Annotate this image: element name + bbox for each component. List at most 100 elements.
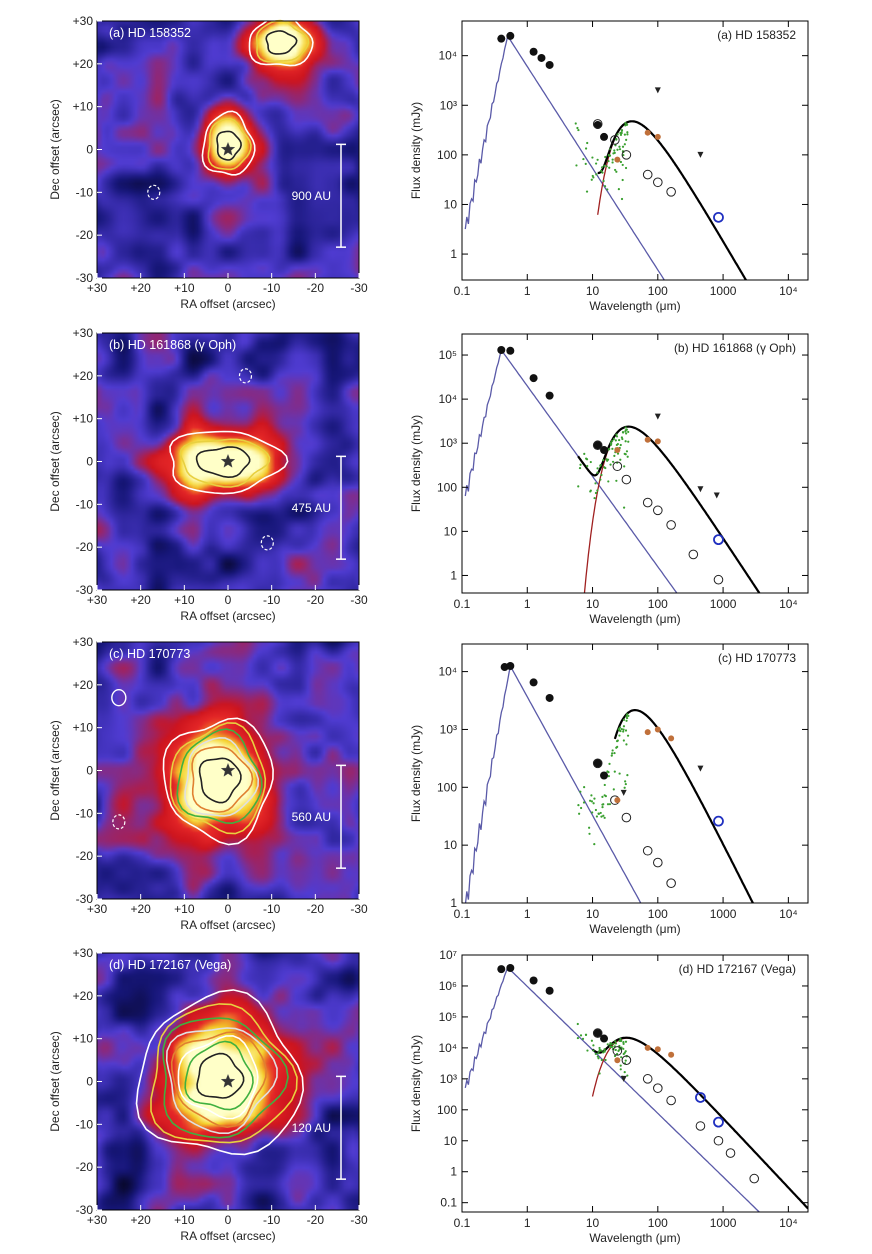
y-axis-title: Dec offset (arcsec) (48, 720, 62, 820)
contour-line (255, 19, 310, 63)
x-tick-label: +30 (87, 902, 108, 916)
spectrum-point (612, 1042, 615, 1046)
negative-contour (260, 535, 274, 551)
spectrum-point (585, 458, 589, 461)
spectrum-point (626, 131, 629, 134)
panel-label: (d) HD 172167 (Vega) (109, 958, 231, 972)
contour-line (195, 446, 251, 479)
contour-line (265, 30, 298, 55)
x-tick-label: +10 (174, 281, 195, 295)
y-tick-label: -30 (76, 1203, 94, 1217)
spectrum-point (626, 734, 630, 737)
spectrum-point (602, 814, 605, 817)
spectrum-point (579, 1034, 583, 1037)
spectrum-point (625, 719, 628, 722)
y-tick-label: -10 (76, 497, 94, 511)
spectrum-point (600, 815, 603, 818)
y-axis-title: Dec offset (arcsec) (48, 99, 62, 199)
photosphere-point (749, 1173, 760, 1184)
spectrum-point (618, 734, 621, 737)
spectrum-point (608, 166, 611, 169)
contour-line (207, 118, 252, 171)
spectrum-point (610, 754, 613, 757)
spectrum-point (616, 745, 619, 748)
spectrum-point (596, 158, 599, 161)
x-tick-label: 0.1 (454, 597, 471, 611)
x-tick-label: -10 (263, 281, 281, 295)
x-tick-label: -30 (350, 1213, 368, 1227)
spectrum-point (606, 1043, 609, 1046)
photometry-point (600, 1034, 609, 1043)
star-position-marker (220, 453, 236, 468)
spectrum-point (609, 148, 612, 151)
star-position-marker (220, 1073, 236, 1088)
spectrum-point (574, 122, 577, 125)
spectrum-point (615, 138, 618, 141)
spectrum-point (589, 490, 592, 493)
spectrum-point (625, 123, 628, 126)
photometry-point (506, 31, 515, 40)
far-ir-point (614, 797, 621, 804)
x-tick-label: 10⁴ (779, 907, 798, 921)
x-tick-label: +30 (87, 1213, 108, 1227)
y-tick-label: -10 (76, 806, 94, 820)
total-model-line (613, 709, 755, 903)
contour-line (150, 1003, 298, 1144)
spectrum-point (615, 435, 619, 438)
spectrum-point (599, 169, 603, 172)
y-tick-label: 10⁷ (439, 948, 457, 962)
y-tick-label: +20 (73, 989, 94, 1003)
x-tick-label: +20 (130, 1213, 151, 1227)
sed-plot-area (464, 661, 755, 903)
spectrum-point (611, 752, 614, 755)
spectrum-point (613, 770, 616, 773)
spectrum-point (592, 802, 595, 805)
photosphere-point (666, 520, 676, 530)
spectrum-point (604, 795, 607, 798)
x-tick-label: -20 (307, 281, 325, 295)
upper-limit-marker (620, 1075, 627, 1082)
spectrum-point (623, 143, 626, 146)
spectrum-point (582, 157, 585, 161)
spectrum-point (621, 430, 625, 434)
spectrum-point (613, 454, 616, 457)
spectrum-point (624, 1050, 627, 1053)
spectrum-point (613, 149, 616, 152)
negative-contour (147, 184, 161, 200)
spectrum-point (597, 812, 600, 815)
spectrum-point (620, 129, 623, 132)
spectrum-point (615, 443, 618, 447)
spectrum-point (599, 478, 602, 481)
y-tick-label: +30 (73, 326, 94, 340)
spectrum-point (590, 800, 594, 803)
upper-limit-marker (620, 789, 627, 796)
panel-label: (c) HD 170773 (718, 651, 796, 665)
y-tick-label: 10 (444, 524, 458, 538)
spectrum-point (590, 178, 593, 181)
spectrum-point (613, 1054, 617, 1058)
x-axis-title: RA offset (arcsec) (180, 297, 275, 311)
x-tick-label: 1 (524, 284, 531, 298)
scale-bar-label: 475 AU (292, 501, 331, 515)
spectrum-point (611, 161, 614, 164)
spectrum-point (622, 1040, 625, 1044)
y-tick-label: -20 (76, 1160, 94, 1174)
spectrum-point (627, 714, 630, 717)
spectrum-point (582, 801, 586, 804)
spectrum-point (598, 1072, 601, 1075)
y-tick-label: 10⁵ (439, 348, 457, 362)
x-tick-label: -10 (263, 902, 281, 916)
spectrum-point (614, 168, 617, 172)
spectrum-point (619, 1037, 622, 1040)
spectrum-point (624, 166, 628, 170)
photometry-point (497, 34, 506, 43)
spectrum-point (576, 126, 579, 130)
spectrum-point (607, 160, 610, 163)
spectrum-point (594, 808, 598, 812)
spectrum-point (602, 179, 605, 183)
spectrum-point (621, 145, 625, 148)
spectrum-point (608, 762, 611, 765)
x-tick-label: -10 (263, 1213, 281, 1227)
spectrum-point (623, 786, 626, 789)
